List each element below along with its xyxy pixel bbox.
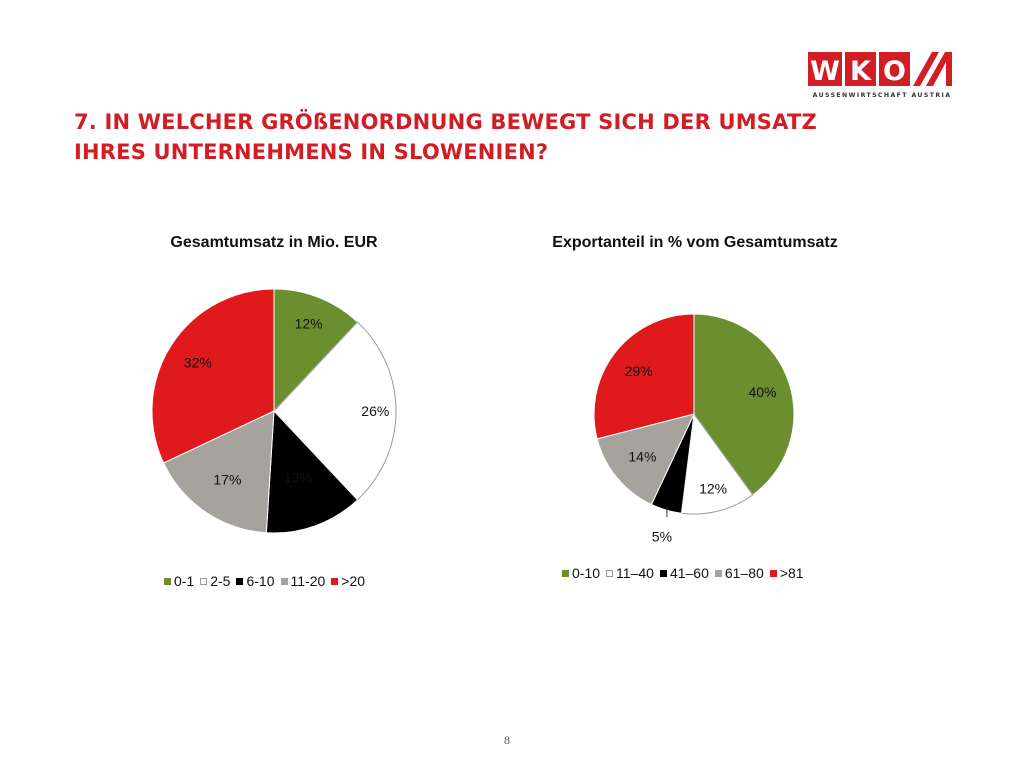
chart2-legend: 0-10 11–40 41–60 61–80 >81 — [562, 565, 810, 581]
chart2-slice-0 — [693, 313, 795, 496]
chart1-slice-3 — [162, 410, 275, 534]
chart2-legend-label-2: 41–60 — [669, 565, 709, 581]
page-title-line2: IHRES UNTERNEHMENS IN SLOWENIEN? — [74, 140, 549, 164]
chart1-data-label-0: 12% — [295, 316, 323, 332]
chart1-legend-item-1: 2-5 — [200, 573, 230, 589]
page-title: 7. IN WELCHER GRÖßENORDNUNG BEWEGT SICH … — [74, 107, 834, 167]
chart2-data-label-3: 14% — [628, 449, 656, 465]
chart1-legend-swatch-1 — [200, 577, 208, 585]
logo-box-w — [808, 52, 842, 86]
chart2-legend-swatch-0 — [562, 569, 569, 577]
logo-mark-icon — [913, 52, 952, 86]
logo-box-k — [845, 52, 876, 86]
logo-subtitle: AUSSENWIRTSCHAFT AUSTRIA — [813, 92, 952, 99]
chart1-data-label-2: 13% — [284, 470, 312, 486]
chart1-legend-item-3: 11-20 — [280, 573, 326, 589]
chart2-slice-3 — [596, 413, 695, 506]
chart2-legend-swatch-2 — [659, 569, 667, 577]
logo-letter-o: O — [883, 56, 906, 87]
chart1-data-label-3: 17% — [213, 472, 241, 488]
chart2-legend-label-1: 11–40 — [616, 565, 654, 581]
page-number: 8 — [504, 733, 510, 747]
chart1-legend-label-4: >20 — [341, 573, 366, 589]
chart1-data-label-1: 26% — [361, 403, 389, 419]
logo-letter-w: W — [810, 56, 840, 87]
chart2-data-label-0: 40% — [748, 384, 776, 400]
chart1-data-label-4: 32% — [184, 355, 212, 371]
chart2-legend-swatch-1 — [606, 569, 614, 577]
chart2-legend-swatch-4 — [769, 569, 777, 577]
logo-box-o — [879, 52, 910, 86]
chart1-legend-label-1: 2-5 — [210, 573, 231, 589]
wko-logo: W K O AUSSENWIRTSCHAFT AUSTRIA — [808, 52, 952, 99]
chart1-legend: 0-1 2-5 6-10 11-20 >20 — [164, 573, 371, 589]
chart2-legend-item-0: 0-10 — [562, 565, 600, 581]
chart2-title: Exportanteil in % vom Gesamtumsatz — [552, 234, 838, 251]
logo-letter-k: K — [850, 56, 872, 87]
chart2-slice-1 — [680, 412, 754, 515]
chart1-legend-item-2: 6-10 — [236, 573, 275, 589]
chart2-legend-label-3: 61–80 — [724, 565, 764, 581]
chart1-legend-item-0: 0-1 — [164, 573, 194, 589]
chart1-legend-label-2: 6-10 — [246, 573, 275, 589]
chart2-legend-item-3: 61–80 — [714, 565, 764, 581]
chart2-data-label-1: 12% — [699, 481, 727, 497]
chart2-legend-swatch-3 — [714, 569, 722, 577]
chart2-legend-label-0: 0-10 — [572, 565, 601, 581]
chart1-slice-2 — [265, 409, 359, 534]
chart2-data-label-4: 29% — [625, 363, 653, 379]
chart2-legend-item-4: >81 — [769, 565, 804, 581]
chart2-slice-4 — [593, 313, 695, 440]
chart1-legend-item-4: >20 — [331, 573, 365, 589]
chart1-legend-label-3: 11-20 — [290, 573, 326, 589]
chart2-legend-item-1: 11–40 — [606, 565, 654, 581]
chart2-data-label-2: 5% — [652, 528, 672, 544]
chart1-title: Gesamtumsatz in Mio. EUR — [170, 234, 378, 251]
chart1-slice-0 — [273, 288, 359, 413]
chart1-legend-swatch-3 — [280, 577, 288, 585]
chart1-slice-1 — [273, 321, 397, 501]
chart1-slice-4 — [151, 288, 275, 464]
chart2-legend-item-2: 41–60 — [659, 565, 709, 581]
chart1-legend-label-0: 0-1 — [174, 573, 195, 589]
chart1-legend-swatch-4 — [331, 577, 339, 585]
chart1-legend-swatch-0 — [164, 577, 171, 585]
page-title-line1: 7. IN WELCHER GRÖßENORDNUNG BEWEGT SICH … — [74, 110, 817, 134]
chart1-legend-swatch-2 — [236, 577, 244, 585]
chart2-legend-label-4: >81 — [779, 565, 804, 581]
